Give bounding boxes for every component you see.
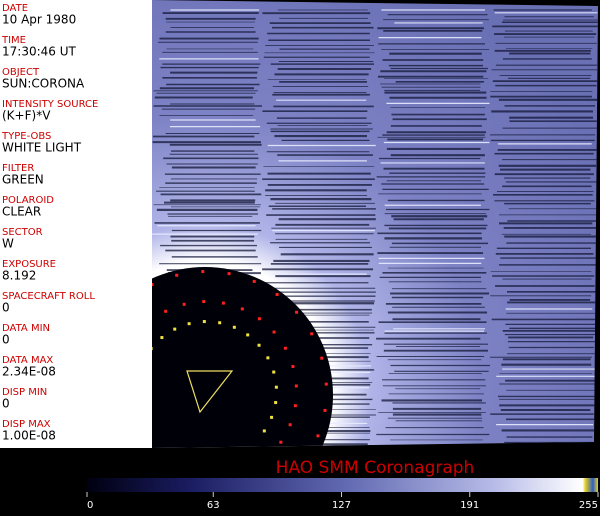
marker-dot — [252, 279, 256, 283]
info-panel — [0, 0, 152, 448]
field-label: DATE — [2, 3, 28, 14]
marker-dot — [187, 322, 191, 326]
marker-dot — [283, 346, 287, 350]
coronagraph-image — [152, 0, 598, 448]
marker-dot — [221, 301, 225, 305]
marker-dot — [164, 309, 168, 313]
markers — [152, 270, 328, 444]
marker-dot — [288, 423, 292, 427]
marker-dot — [240, 307, 244, 311]
marker-dot — [274, 385, 278, 389]
colorbar-tick-label: 191 — [460, 500, 479, 511]
annotation-triangle — [186, 370, 234, 414]
field-value: 17:30:46 UT — [2, 45, 76, 59]
marker-dot — [201, 270, 205, 274]
field-value: 0 — [2, 301, 10, 315]
marker-dot — [291, 364, 295, 368]
field-value: GREEN — [2, 173, 44, 187]
field-label: SECTOR — [2, 227, 43, 238]
marker-dot — [152, 283, 154, 287]
field-value: CLEAR — [2, 205, 41, 219]
marker-dot — [257, 343, 261, 347]
marker-dot — [262, 429, 266, 433]
marker-dot — [310, 332, 314, 336]
marker-dot — [324, 382, 328, 386]
colorbar-tick-label: 63 — [207, 500, 220, 511]
marker-dot — [272, 330, 276, 334]
field-value: SUN:CORONA — [2, 77, 85, 91]
occulter — [152, 267, 333, 448]
marker-dot — [275, 292, 279, 296]
marker-dot — [152, 347, 153, 351]
colorbar — [87, 478, 598, 492]
marker-dot — [202, 320, 206, 324]
marker-dot — [320, 356, 324, 360]
field-value: WHITE LIGHT — [2, 141, 82, 155]
field-label: OBJECT — [2, 67, 40, 78]
marker-dot — [173, 327, 177, 331]
field-label: FILTER — [2, 163, 34, 174]
marker-dot — [272, 370, 276, 374]
marker-dot — [182, 302, 186, 306]
colorbar-tick-label: 255 — [579, 500, 598, 511]
marker-dot — [175, 273, 179, 277]
colorbar-tick-label: 0 — [87, 500, 93, 511]
marker-dot — [232, 325, 236, 329]
field-label: DATA MAX — [2, 355, 53, 366]
marker-dot — [316, 434, 320, 438]
field-label: POLAROID — [2, 195, 54, 206]
field-label: TYPE-OBS — [1, 131, 51, 142]
colorbar-axis: 0 63 127 191 255 — [86, 492, 599, 511]
marker-dot — [295, 310, 299, 314]
field-label: INTENSITY SOURCE — [2, 99, 98, 110]
marker-dot — [323, 408, 327, 412]
marker-dot — [202, 300, 206, 304]
field-label: EXPOSURE — [2, 259, 56, 270]
field-label: DISP MIN — [2, 387, 47, 398]
marker-dot — [257, 317, 261, 321]
field-value: (K+F)*V — [2, 109, 51, 123]
field-value: 2.34E-08 — [2, 365, 56, 379]
colorbar-tick-label: 127 — [332, 500, 351, 511]
streaks — [152, 9, 598, 446]
marker-dot — [246, 333, 250, 337]
field-label: TIME — [1, 35, 26, 46]
marker-dot — [266, 356, 270, 360]
field-value: 0 — [2, 397, 10, 411]
field-value: 10 Apr 1980 — [2, 13, 76, 27]
marker-dot — [227, 272, 231, 276]
marker-dot — [218, 321, 222, 325]
marker-dot — [270, 415, 274, 419]
marker-dot — [293, 404, 297, 408]
field-label: DATA MIN — [2, 323, 50, 334]
title: HAO SMM Coronagraph — [276, 458, 475, 478]
field-value: 8.192 — [2, 269, 36, 283]
field-value: 0 — [2, 333, 10, 347]
marker-dot — [279, 440, 283, 444]
field-label: DISP MAX — [2, 419, 51, 430]
marker-dot — [294, 384, 298, 388]
field-label: SPACECRAFT ROLL — [2, 291, 95, 302]
field-value: 1.00E-08 — [2, 429, 56, 443]
field-value: W — [2, 237, 14, 251]
marker-dot — [160, 336, 164, 340]
marker-dot — [274, 401, 278, 405]
